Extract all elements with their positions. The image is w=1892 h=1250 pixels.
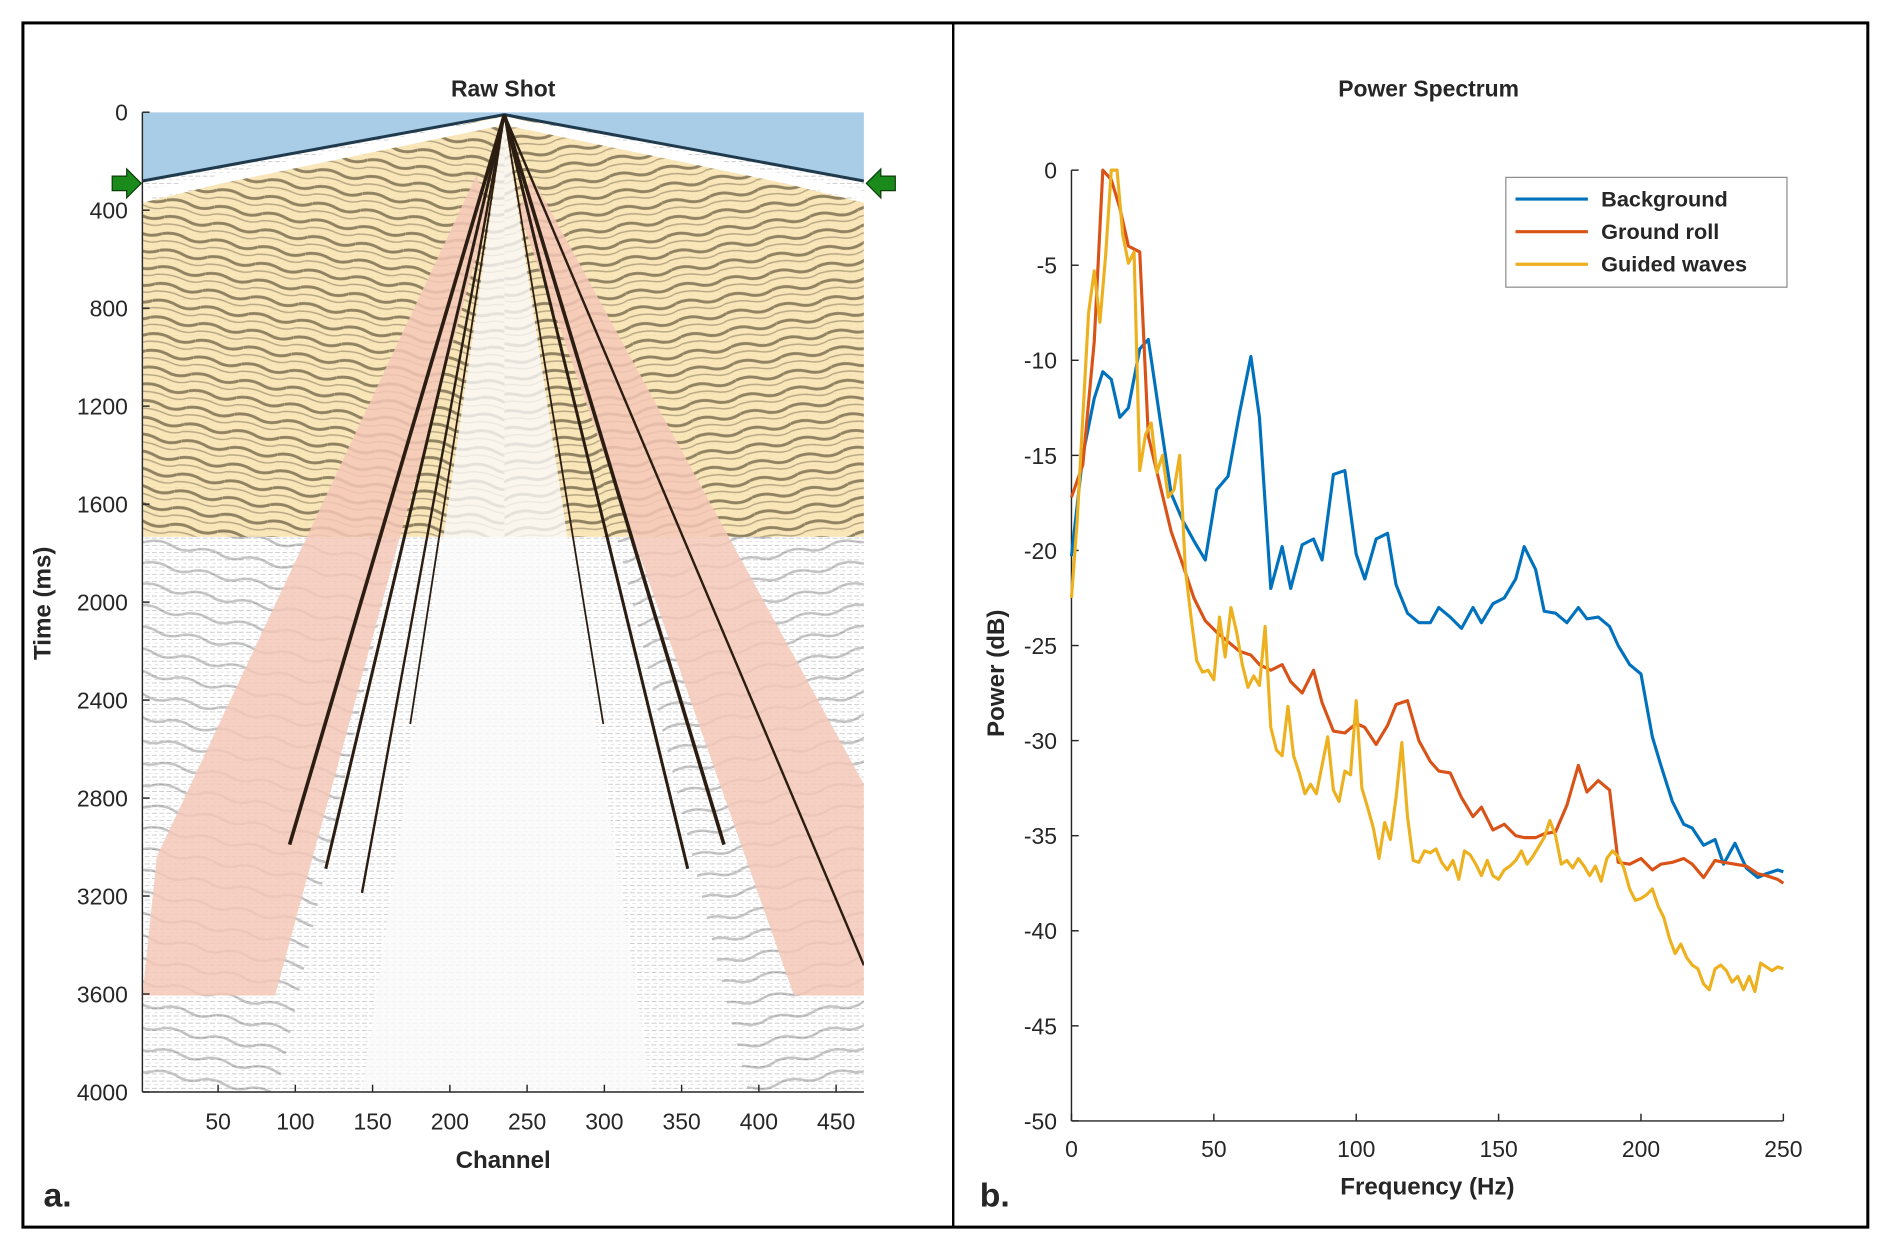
y-tick-label-b: -25 <box>1024 633 1057 659</box>
y-tick-label-a: 2000 <box>77 590 128 616</box>
ground-roll-region-left <box>142 174 489 996</box>
x-tick-label-a: 200 <box>431 1108 469 1134</box>
series-line-guided-waves <box>1069 168 1784 994</box>
x-ticks-a: 50 100 150 200 250 300 350 400 450 <box>205 1084 855 1134</box>
background-region <box>142 112 864 181</box>
y-tick-label-b: -35 <box>1024 823 1057 849</box>
panel-label-a: a. <box>43 1177 71 1215</box>
y-axis-label-b: Power (dB) <box>983 610 1010 737</box>
y-tick-label-a: 800 <box>90 296 128 322</box>
y-tick-label-b: 0 <box>1044 158 1057 184</box>
y-tick-label-b: -10 <box>1024 348 1057 374</box>
y-axis-label-a: Time (ms) <box>30 547 57 661</box>
legend-label: Ground roll <box>1601 219 1719 244</box>
y-tick-label-b: -45 <box>1024 1013 1057 1039</box>
legend-label: Guided waves <box>1601 251 1747 276</box>
x-axis-label-a: Channel <box>456 1147 551 1174</box>
y-tick-label-b: -15 <box>1024 443 1057 469</box>
x-tick-label-a: 50 <box>205 1108 230 1134</box>
panel-b: 0 -5 -10 -15 -20 -25 -30 -35 -40 -45 -50 0 50 100 150… <box>980 76 1803 1215</box>
x-tick-label-b: 200 <box>1622 1136 1660 1162</box>
y-tick-label-a: 1600 <box>77 492 128 518</box>
y-tick-label-a: 2400 <box>77 688 128 714</box>
y-ticks-b: 0 -5 -10 -15 -20 -25 -30 -35 -40 -45 -50 <box>1024 158 1079 1134</box>
x-tick-label-b: 100 <box>1337 1136 1375 1162</box>
chart-title-b: Power Spectrum <box>1338 76 1519 102</box>
x-tick-label-a: 250 <box>508 1108 546 1134</box>
y-tick-label-a: 4000 <box>77 1079 128 1105</box>
arrow-left-icon <box>111 167 143 200</box>
legend: Background Ground roll Guided waves <box>1505 176 1788 288</box>
y-tick-label-a: 400 <box>90 198 128 224</box>
x-tick-label-b: 150 <box>1479 1136 1517 1162</box>
x-tick-label-a: 450 <box>817 1108 855 1134</box>
series-line-background <box>1069 337 1784 880</box>
y-tick-label-a: 3200 <box>77 883 128 909</box>
x-tick-label-b: 0 <box>1065 1136 1078 1162</box>
x-tick-label-a: 400 <box>740 1108 778 1134</box>
x-tick-label-a: 150 <box>353 1108 391 1134</box>
y-tick-label-a: 0 <box>115 100 128 126</box>
x-tick-label-b: 250 <box>1764 1136 1802 1162</box>
y-tick-label-a: 2800 <box>77 785 128 811</box>
y-tick-label-b: -50 <box>1024 1108 1057 1134</box>
panel-label-b: b. <box>980 1177 1010 1215</box>
series-lines <box>1069 168 1785 994</box>
y-tick-label-b: -40 <box>1024 918 1057 944</box>
panel-a: 040080012001600200024002800320036004000 … <box>30 76 896 1215</box>
y-tick-label-a: 1200 <box>77 394 128 420</box>
y-tick-label-a: 3600 <box>77 981 128 1007</box>
y-tick-label-b: -30 <box>1024 728 1057 754</box>
x-ticks-b: 0 50 100 150 200 250 <box>1065 1113 1802 1162</box>
x-tick-label-a: 300 <box>585 1108 623 1134</box>
figure-border <box>21 21 1870 1229</box>
x-tick-label-a: 350 <box>662 1108 700 1134</box>
legend-label: Background <box>1601 186 1728 211</box>
y-tick-label-b: -5 <box>1037 253 1057 279</box>
guided-waves-texture-right <box>504 114 864 537</box>
arrow-right-icon <box>865 167 896 200</box>
x-tick-label-a: 100 <box>276 1108 314 1134</box>
ground-roll-region-right <box>518 174 864 996</box>
inner-cone <box>361 120 652 1092</box>
x-tick-label-b: 50 <box>1201 1136 1226 1162</box>
chart-title-a: Raw Shot <box>451 76 556 102</box>
y-tick-label-b: -20 <box>1024 538 1057 564</box>
ground-roll-wavefronts <box>287 114 864 966</box>
x-axis-label-b: Frequency (Hz) <box>1340 1174 1514 1201</box>
y-ticks-a: 0 400 800 1200 1600 2000 2400 2800 3200 3600 4000 <box>77 100 150 1105</box>
